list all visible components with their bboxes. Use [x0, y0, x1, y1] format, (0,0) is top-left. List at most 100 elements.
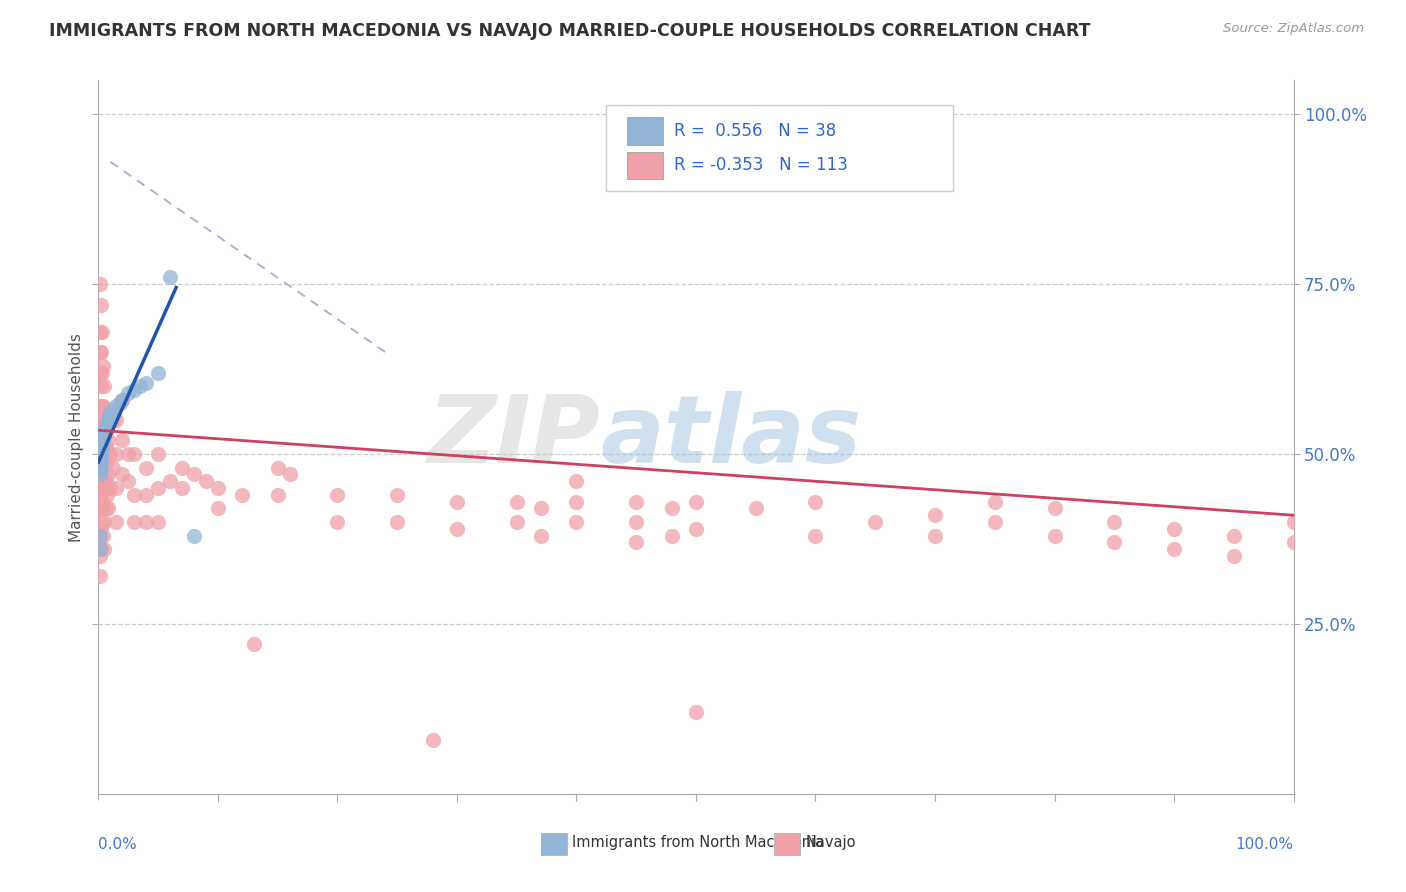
Point	[804, 528, 827, 542]
Point	[91, 447, 114, 461]
Point	[89, 450, 111, 465]
Point	[506, 494, 529, 508]
Point	[89, 345, 111, 359]
Point	[506, 515, 529, 529]
Bar	[773, 833, 800, 855]
Point	[93, 423, 115, 437]
Point	[89, 440, 111, 454]
Point	[93, 413, 115, 427]
Point	[97, 501, 120, 516]
Point	[1104, 515, 1126, 529]
Point	[91, 325, 114, 339]
Point	[93, 542, 115, 557]
Point	[94, 501, 117, 516]
Point	[98, 409, 121, 424]
Point	[1104, 535, 1126, 549]
Point	[90, 542, 112, 557]
Point	[530, 501, 553, 516]
Point	[231, 488, 253, 502]
FancyBboxPatch shape	[606, 105, 953, 191]
Point	[111, 434, 134, 448]
Point	[90, 460, 112, 475]
Point	[90, 420, 112, 434]
Point	[172, 460, 194, 475]
Point	[91, 420, 114, 434]
Point	[96, 488, 118, 502]
Point	[89, 325, 111, 339]
Point	[89, 413, 111, 427]
Point	[530, 528, 553, 542]
Point	[91, 501, 114, 516]
Point	[89, 549, 111, 563]
Point	[98, 406, 122, 420]
Point	[326, 488, 349, 502]
Point	[105, 413, 128, 427]
Point	[97, 434, 120, 448]
Point	[129, 379, 152, 393]
Point	[91, 447, 114, 461]
Point	[685, 522, 707, 536]
Text: Immigrants from North Macedonia: Immigrants from North Macedonia	[572, 835, 824, 850]
Point	[96, 454, 118, 468]
Point	[90, 481, 112, 495]
Point	[91, 475, 114, 489]
Point	[94, 406, 117, 420]
Point	[94, 440, 117, 454]
Point	[148, 481, 170, 495]
Point	[984, 494, 1007, 508]
Bar	[627, 118, 662, 145]
Point	[267, 488, 290, 502]
Point	[278, 467, 301, 482]
Point	[326, 515, 349, 529]
Point	[98, 481, 122, 495]
Point	[91, 420, 114, 434]
Point	[90, 454, 112, 468]
Point	[90, 437, 112, 451]
Text: 0.0%: 0.0%	[98, 837, 138, 852]
Point	[89, 528, 111, 542]
Bar	[627, 152, 662, 178]
Point	[267, 460, 290, 475]
Point	[207, 481, 229, 495]
Point	[90, 400, 112, 414]
Point	[101, 403, 124, 417]
Point	[93, 481, 115, 495]
Point	[90, 379, 112, 393]
Point	[1282, 535, 1305, 549]
Point	[183, 467, 205, 482]
Point	[105, 400, 128, 414]
Point	[90, 447, 112, 461]
Point	[565, 494, 588, 508]
Point	[91, 434, 114, 448]
Point	[91, 440, 114, 454]
Point	[243, 637, 266, 651]
Point	[94, 475, 117, 489]
Point	[446, 494, 468, 508]
Point	[89, 460, 111, 475]
Point	[93, 379, 115, 393]
Point	[124, 447, 146, 461]
Point	[91, 400, 114, 414]
Point	[89, 454, 111, 468]
Point	[135, 515, 157, 529]
Point	[89, 528, 111, 542]
Point	[117, 385, 139, 400]
Point	[111, 392, 134, 407]
Point	[96, 417, 118, 431]
Bar	[541, 833, 567, 855]
Point	[195, 475, 218, 489]
Point	[89, 467, 111, 482]
Point	[1163, 542, 1185, 557]
Point	[1223, 549, 1246, 563]
Point	[93, 430, 115, 444]
Text: Source: ZipAtlas.com: Source: ZipAtlas.com	[1223, 22, 1364, 36]
Point	[105, 515, 128, 529]
Point	[90, 440, 112, 454]
Point	[804, 494, 827, 508]
Point	[96, 420, 118, 434]
Point	[124, 383, 146, 397]
Point	[865, 515, 887, 529]
Point	[93, 447, 115, 461]
Point	[97, 467, 120, 482]
Point	[101, 460, 124, 475]
